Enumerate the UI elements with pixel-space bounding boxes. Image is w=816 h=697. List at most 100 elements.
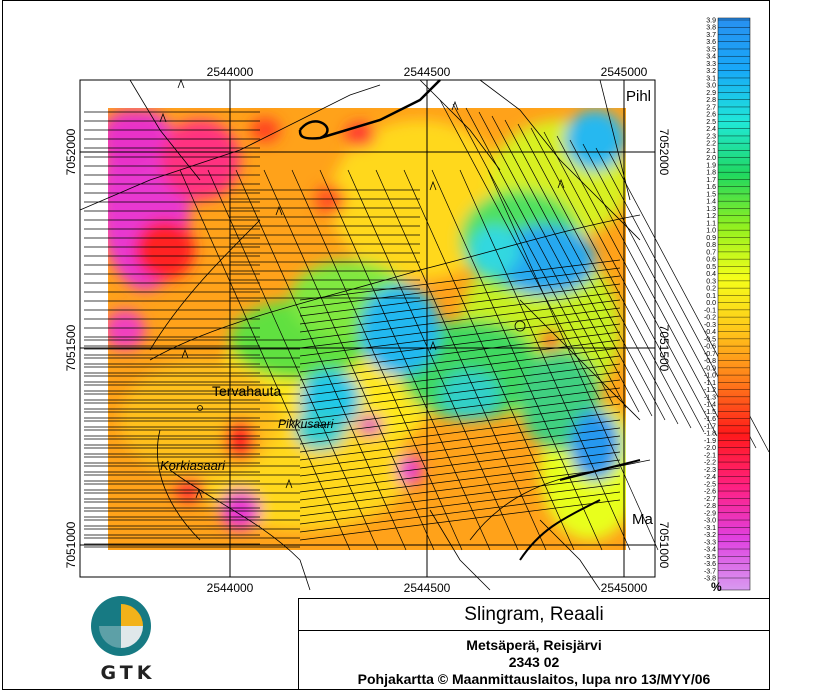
legend-tick-label: 1.6 [706,184,716,191]
x-tick-top: 2544500 [404,65,451,79]
survey-line [569,139,731,441]
survey-line [299,395,621,437]
y-tick-right: 7052000 [657,129,671,176]
coordinate-grid [80,80,655,577]
legend-tick-label: -0.2 [704,315,716,322]
legend-tick-label: 0.8 [706,242,716,249]
legend-tick-label: 2.6 [706,112,716,119]
survey-line [459,169,631,551]
x-tick-top: 2545000 [601,65,648,79]
survey-line [347,169,519,551]
legend-tick-label: -2.2 [704,460,716,467]
survey-line [299,387,621,429]
legend-tick-label: -3.4 [704,547,716,554]
logo-text: GTK [100,662,156,684]
x-tick-top: 2544000 [207,65,254,79]
gtk-globe-logo-icon [91,596,151,656]
survey-line [299,443,621,485]
survey-line [556,135,718,437]
survey-line [299,331,621,373]
survey-line [403,169,575,551]
legend-tick-label: 3.6 [706,39,716,46]
legend-tick-label: -3.6 [704,561,716,568]
place-name: Pikkusaari [278,417,334,431]
survey-line [299,355,621,397]
survey-line [179,169,351,551]
legend-tick-label: 0.4 [706,271,716,278]
legend-tick-label: -1.7 [704,423,716,430]
legend-tick-label: -3.2 [704,532,716,539]
legend-tick-label: 3.3 [706,61,716,68]
legend-tick-label: -3.3 [704,539,716,546]
legend-tick-label: 2.7 [706,104,716,111]
legend-tick-label: -2.0 [704,445,716,452]
main-road [298,79,441,140]
survey-line [504,119,666,421]
legend-tick-label: 0.1 [706,293,716,300]
legend-tick-label: 3.9 [706,18,716,25]
survey-line [299,467,621,509]
survey-line [478,111,640,413]
map-symbols [159,78,565,499]
place-name: Ma [632,511,653,528]
survey-line [235,169,407,551]
legend-tick-label: 2.2 [706,141,716,148]
legend-tick-label: 3.7 [706,32,716,39]
secondary-road [519,459,641,561]
survey-line [299,427,621,469]
legend-tick-label: -3.7 [704,568,716,575]
survey-line [487,169,659,551]
legend-tick-label: -2.6 [704,489,716,496]
legend-tick-label: -1.8 [704,431,716,438]
survey-line [491,115,653,417]
legend-tick-label: -1.9 [704,438,716,445]
legend-tick-label: 1.3 [706,206,716,213]
legend-tick-label: 1.9 [706,162,716,169]
survey-line [431,169,603,551]
y-tick-right: 7051500 [657,325,671,372]
survey-line [299,283,621,325]
legend-tick-label: -1.1 [704,380,716,387]
color-scale-legend: 3.93.83.73.63.53.43.33.23.13.02.92.82.72… [704,18,751,591]
survey-line [517,123,679,425]
legend-tick-label: -2.4 [704,474,716,481]
legend-tick-label: -1.5 [704,409,716,416]
legend-tick-label: -2.1 [704,452,716,459]
legend-tick-label: 3.2 [706,68,716,75]
survey-line [299,499,621,541]
x-tick-bottom: 2544500 [404,581,451,595]
legend-tick-label: 0.6 [706,257,716,264]
survey-line [299,307,621,349]
survey-line [375,169,547,551]
legend-tick-label: -0.1 [704,307,716,314]
survey-line [299,403,621,445]
legend-tick-label: 0.5 [706,264,716,271]
legend-tick-label: 3.8 [706,25,716,32]
legend-tick-label: 1.1 [706,220,716,227]
legend-tick-label: -2.9 [704,510,716,517]
legend-tick-label: 2.9 [706,90,716,97]
survey-line [299,363,621,405]
survey-line [299,451,621,493]
survey-line [299,315,621,357]
survey-line [299,475,621,517]
y-tick-left: 7051000 [64,521,78,568]
legend-tick-label: 0.9 [706,235,716,242]
legend-tick-label: -3.5 [704,554,716,561]
map-title: Slingram, Reaali [299,599,769,631]
y-tick-left: 7052000 [64,128,78,175]
survey-line [299,371,621,413]
legend-tick-label: 1.8 [706,170,716,177]
survey-line [299,419,621,461]
x-tick-bottom: 2544000 [207,581,254,595]
survey-line [530,127,692,429]
legend-tick-label: -1.6 [704,416,716,423]
legend-tick-label: 0.2 [706,286,716,293]
place-name: Tervahauta [212,383,281,399]
survey-line [465,107,627,409]
legend-tick-label: -3.0 [704,518,716,525]
base-map-roads [79,79,651,591]
y-tick-left: 7051500 [64,324,78,371]
legend-tick-label: 2.0 [706,155,716,162]
legend-tick-label: 3.4 [706,54,716,61]
